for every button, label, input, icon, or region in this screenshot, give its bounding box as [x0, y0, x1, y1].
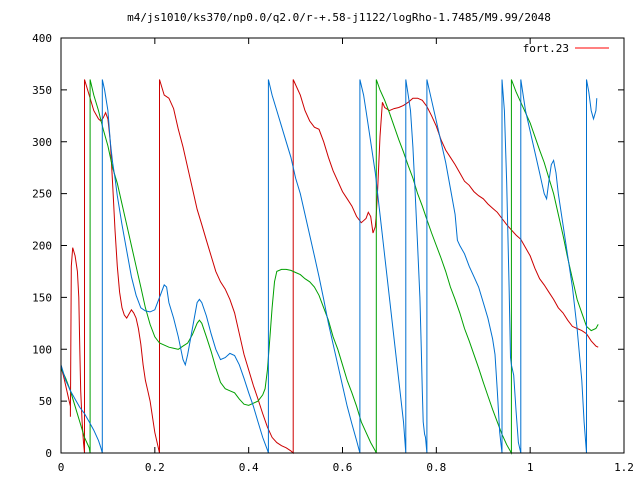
series-layer: [60, 79, 599, 455]
x-tick-label: 0.6: [333, 461, 353, 474]
legend: fort.23: [523, 42, 609, 55]
y-tick-label: 350: [32, 84, 52, 97]
series-line-2: [60, 79, 598, 454]
y-tick-label: 200: [32, 240, 52, 253]
x-tick-label: 1: [527, 461, 534, 474]
y-tick-label: 400: [32, 32, 52, 45]
axes-layer: 0 50 100 150 200 250 300 350 400 0 0.2 0.4 0.6 0.8 1 1.…: [32, 32, 634, 474]
x-tick-label: 0: [58, 461, 65, 474]
x-tick-label: 0.4: [239, 461, 259, 474]
plot-frame: [60, 37, 625, 454]
series-line-1: [60, 79, 599, 455]
y-tick-label: 300: [32, 136, 52, 149]
x-tick-label: 1.2: [614, 461, 634, 474]
y-tick-label: 50: [39, 395, 52, 408]
y-tick-label: 150: [32, 291, 52, 304]
legend-label: fort.23: [523, 42, 569, 55]
y-tick-label: 100: [32, 343, 52, 356]
series-line-0: [60, 79, 599, 455]
y-tick-label: 250: [32, 188, 52, 201]
x-tick-label: 0.2: [145, 461, 165, 474]
y-tick-label: 0: [45, 447, 52, 460]
chart-title: m4/js1010/ks370/np0.0/q2.0/r-+.58-j1122/…: [127, 11, 551, 24]
x-tick-label: 0.8: [426, 461, 446, 474]
